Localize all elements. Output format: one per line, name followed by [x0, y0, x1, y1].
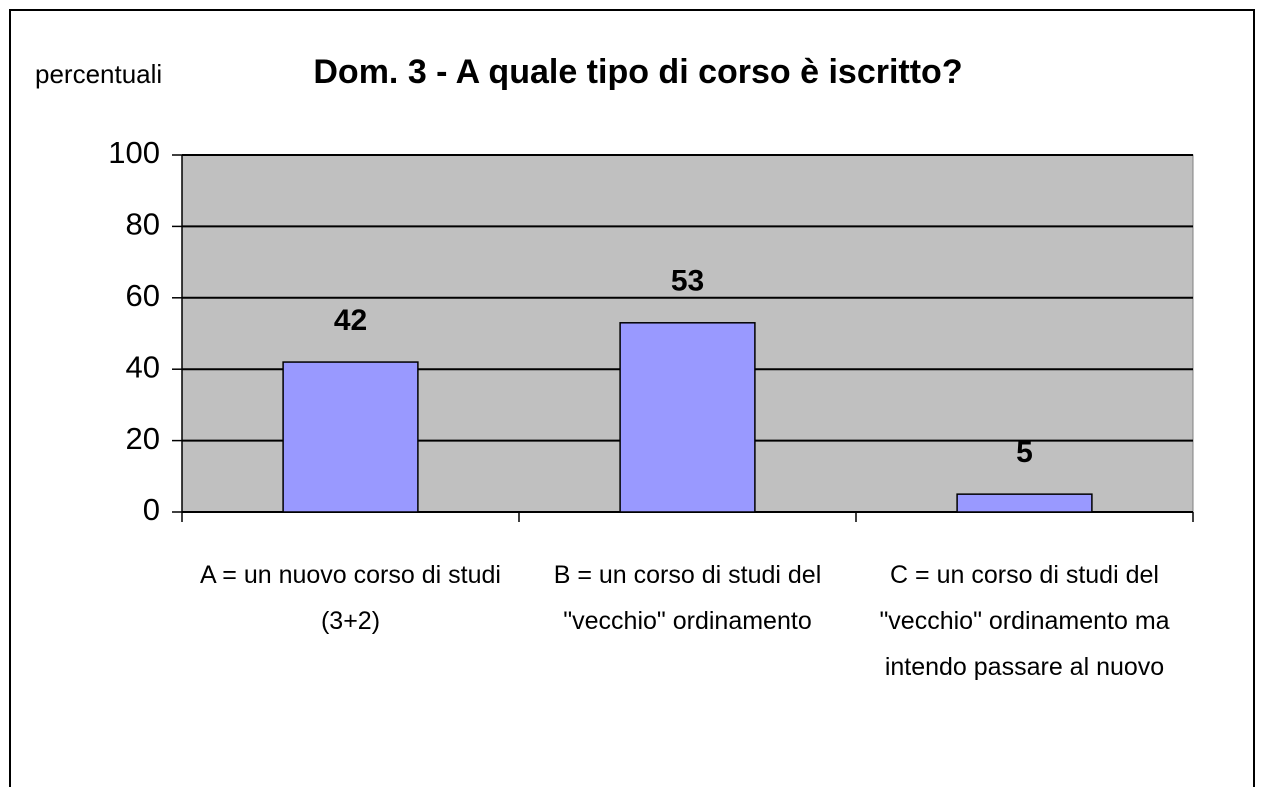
y-axis-label: percentuali — [35, 59, 162, 89]
y-tick-label: 80 — [126, 207, 160, 242]
x-tick-label: A = un nuovo corso di studi (3+2) — [200, 561, 501, 635]
bar — [619, 322, 756, 513]
chart-title: Dom. 3 - A quale tipo di corso è iscritt… — [313, 53, 962, 91]
data-label: 53 — [671, 265, 704, 298]
data-label: 5 — [1016, 436, 1033, 469]
bar — [282, 361, 419, 513]
chart-frame — [9, 9, 1255, 787]
x-tick-label: B = un corso di studi del "vecchio" ordi… — [553, 561, 822, 635]
x-tick-label: C = un corso di studi del "vecchio" ordi… — [879, 561, 1170, 681]
y-tick-label: 0 — [143, 492, 160, 527]
bar — [956, 493, 1093, 513]
y-tick-label: 100 — [108, 135, 160, 170]
y-tick-label: 40 — [126, 349, 160, 384]
y-tick-label: 20 — [126, 421, 160, 456]
y-tick-label: 60 — [126, 278, 160, 313]
data-label: 42 — [334, 304, 367, 337]
